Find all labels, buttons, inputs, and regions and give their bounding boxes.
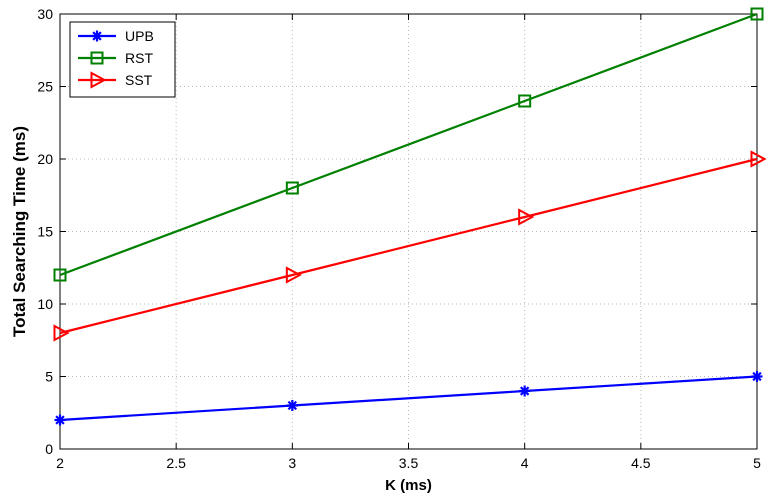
data-point-sst	[518, 208, 535, 226]
data-point-sst	[750, 150, 767, 168]
x-tick-label: 3.5	[399, 455, 419, 471]
x-tick-label: 2.5	[166, 455, 186, 471]
series-sst	[53, 150, 767, 342]
y-tick-label: 0	[45, 441, 53, 457]
legend-marker-rst	[90, 51, 104, 65]
y-tick-label: 20	[37, 151, 53, 167]
y-tick-label: 5	[45, 369, 53, 385]
legend-marker-upb	[91, 30, 103, 42]
legend-item-rst: RST	[78, 50, 153, 66]
x-axis-title: K (ms)	[385, 477, 432, 494]
legend-label-rst: RST	[125, 50, 153, 66]
series-rst	[53, 7, 764, 282]
data-point-upb	[751, 371, 763, 382]
x-tick-label: 3	[288, 455, 296, 471]
data-point-upb	[286, 400, 298, 411]
legend-box	[69, 21, 176, 98]
data-point-upb	[519, 385, 531, 397]
data-point-sst	[285, 266, 302, 284]
series-line-sst	[59, 157, 758, 335]
data-point-sst	[53, 324, 70, 342]
y-tick-label: 25	[37, 79, 53, 95]
axis-ticks: 2 2.5 3 3.5 4 4.5 5 0 5 10 15 20 25 30	[37, 6, 761, 471]
x-tick-label: 5	[753, 455, 761, 471]
y-axis-title: Total Searching Time (ms)	[10, 126, 29, 337]
y-tick-label: 10	[37, 296, 53, 312]
y-tick-label: 30	[37, 6, 53, 22]
data-point-upb	[54, 414, 66, 426]
x-tick-label: 4	[521, 455, 529, 471]
x-tick-label: 2	[56, 455, 64, 471]
legend-label-upb: UPB	[125, 28, 154, 44]
legend-item-sst: SST	[78, 71, 153, 89]
data-point-rst	[53, 268, 67, 282]
legend-item-upb: UPB	[78, 28, 154, 44]
series-upb	[54, 371, 763, 426]
series	[53, 7, 767, 426]
series-line-upb	[59, 375, 758, 422]
legend-marker-sst	[90, 71, 107, 89]
data-point-rst	[518, 94, 532, 108]
series-line-rst	[59, 12, 758, 277]
legend-label-sst: SST	[125, 72, 153, 88]
legend: UPB RST SST	[69, 21, 176, 98]
data-point-rst	[750, 7, 764, 21]
x-tick-label: 4.5	[631, 455, 651, 471]
data-point-rst	[285, 181, 299, 195]
y-tick-label: 15	[37, 224, 53, 240]
